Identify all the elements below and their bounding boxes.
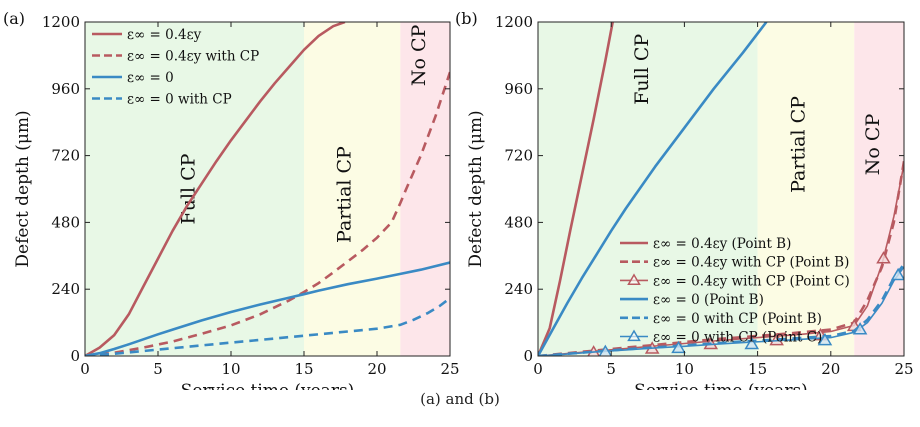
x-tick-label: 0	[533, 360, 543, 378]
data-point-marker	[852, 322, 868, 335]
data-point-marker	[671, 340, 686, 354]
series-line	[538, 266, 904, 356]
region-partial-cp	[304, 22, 401, 356]
legend: ε∞ = 0.4εy (Point B) ε∞ = 0.4εy with CP (…	[620, 236, 850, 346]
y-tick-label: 0	[70, 347, 80, 365]
series-group	[85, 22, 450, 356]
y-tick-label: 480	[504, 213, 533, 231]
y-tick-label: 240	[51, 280, 80, 298]
figure: Full CP Partial CP No CP 0 5 10 15 20 25 0 240 480 7…	[3, 9, 914, 390]
region-label: Partial CP	[334, 146, 356, 243]
legend-marker	[627, 329, 641, 342]
y-axis-label: Defect depth (μm)	[13, 110, 33, 267]
region-label: No CP	[862, 114, 884, 176]
region-label: No CP	[408, 24, 430, 86]
legend-label: ε∞ = 0 with CP (Point C)	[653, 330, 822, 346]
panel-label: (a)	[3, 9, 25, 28]
legend-label: ε∞ = 0 (Point B)	[653, 292, 764, 308]
series-line	[85, 71, 450, 356]
x-tick-label: 25	[440, 360, 459, 378]
data-point-marker	[817, 332, 833, 346]
series-group	[538, 22, 904, 356]
y-tick-label: 960	[51, 80, 80, 98]
y-axis-label: Defect depth (μm)	[466, 110, 486, 267]
series-line	[538, 22, 768, 356]
data-point-marker	[890, 267, 904, 281]
data-point-marker	[598, 344, 613, 356]
x-axis-label: Service time (years)	[634, 381, 808, 390]
panel-b: Full CP Partial CP No CP 0 5 10 15 20 25 0 240 480 7…	[455, 9, 914, 390]
legend-label: ε∞ = 0 with CP (Point B)	[653, 311, 822, 327]
legend-label: ε∞ = 0.4εy	[127, 27, 202, 43]
panel-label: (b)	[455, 9, 478, 28]
series-line	[85, 261, 450, 356]
region-label: Full CP	[631, 34, 653, 105]
x-tick-label: 5	[606, 360, 616, 378]
x-tick-label: 25	[894, 360, 913, 378]
region-label: Partial CP	[787, 96, 809, 193]
legend-marker	[627, 273, 641, 285]
x-tick-label: 5	[153, 360, 163, 378]
axes-frame	[84, 21, 451, 357]
region-partial-cp	[757, 22, 855, 356]
y-tick-label: 0	[523, 347, 533, 365]
series-line	[538, 263, 904, 356]
x-tick-label: 0	[80, 360, 90, 378]
legend-label: ε∞ = 0	[127, 70, 174, 86]
series-line	[538, 22, 614, 356]
x-axis-label: Service time (years)	[181, 381, 355, 390]
series-line	[85, 22, 346, 356]
x-tick-label: 10	[221, 360, 240, 378]
x-tick-label: 15	[748, 360, 767, 378]
x-tick-label: 15	[294, 360, 313, 378]
series-line	[538, 163, 904, 356]
region-no-cp	[400, 22, 450, 356]
legend-label: ε∞ = 0.4εy with CP (Point B)	[653, 255, 849, 271]
y-tick-label: 240	[504, 280, 533, 298]
region-label: Full CP	[178, 153, 200, 224]
legend-label: ε∞ = 0.4εy with CP (Point C)	[653, 273, 850, 289]
legend: ε∞ = 0.4εy ε∞ = 0.4εy with CP ε∞ = 0 ε∞ = 0…	[92, 27, 259, 108]
y-tick-label: 720	[504, 147, 533, 165]
y-tick-label: 480	[51, 213, 80, 231]
figure-caption: (a) and (b)	[420, 390, 500, 408]
x-tick-label: 10	[675, 360, 694, 378]
y-tick-label: 720	[51, 147, 80, 165]
region-no-cp	[854, 22, 904, 356]
data-point-marker	[876, 251, 891, 264]
x-tick-label: 20	[821, 360, 840, 378]
legend-label: ε∞ = 0.4εy (Point B)	[653, 236, 791, 252]
x-tick-label: 20	[367, 360, 386, 378]
y-tick-label: 1200	[42, 13, 80, 31]
panel-a: Full CP Partial CP No CP 0 5 10 15 20 25 0 240 480 7…	[3, 9, 460, 390]
legend-label: ε∞ = 0.4εy with CP	[127, 49, 259, 65]
y-tick-label: 1200	[495, 13, 533, 31]
axes-frame	[537, 21, 905, 357]
y-tick-label: 960	[504, 80, 533, 98]
data-point-marker	[744, 336, 760, 350]
legend-label: ε∞ = 0 with CP	[127, 92, 232, 108]
